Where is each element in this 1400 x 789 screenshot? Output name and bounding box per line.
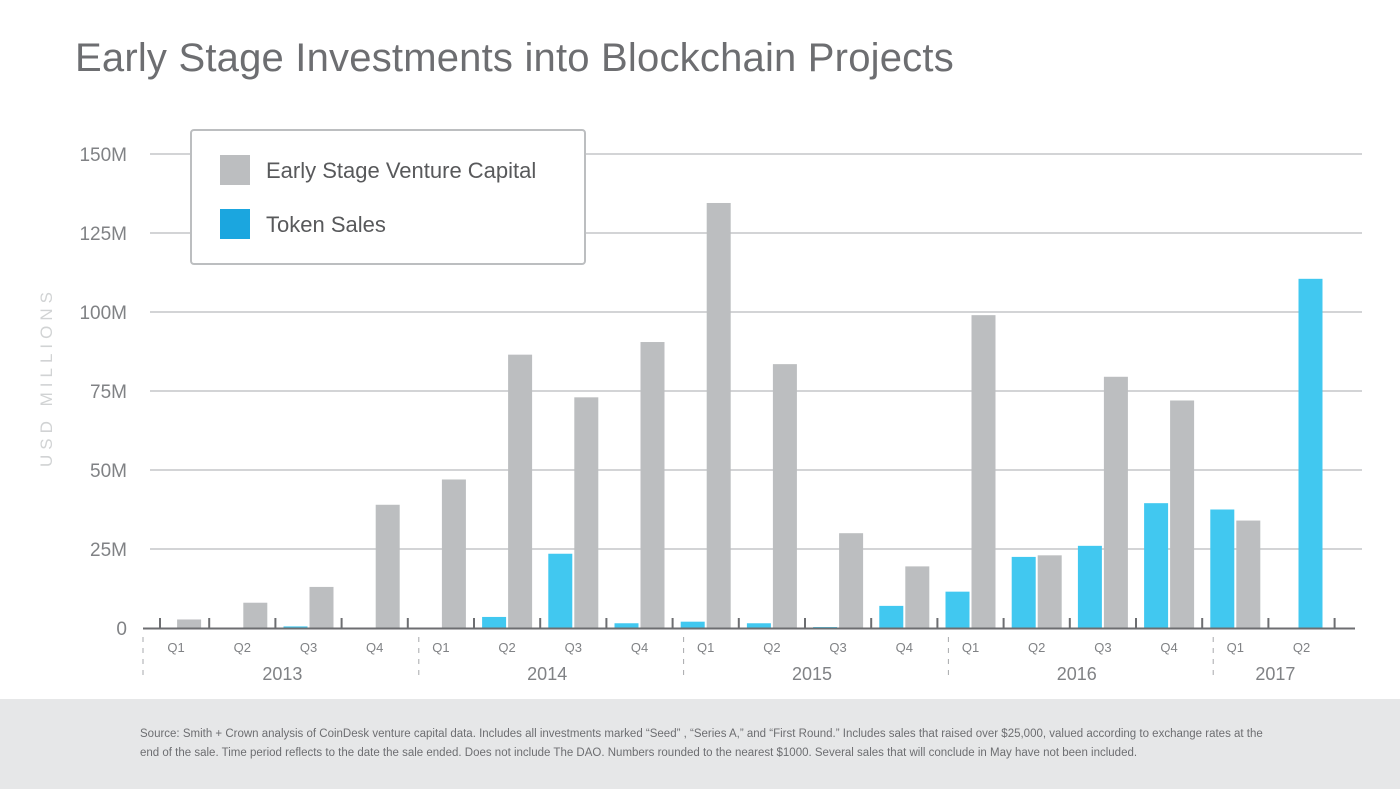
y-tick-label: 25M (90, 540, 127, 561)
legend-box (190, 129, 586, 265)
y-tick-label: 0 (116, 619, 127, 640)
bar-venture-capital (706, 202, 731, 629)
bar-token-sales (1077, 545, 1102, 628)
bar-token-sales (746, 623, 771, 628)
bar-venture-capital (309, 586, 334, 628)
x-tick-label: Q3 (1094, 640, 1111, 655)
bar-token-sales (1144, 503, 1169, 628)
bar-venture-capital (1236, 520, 1261, 628)
x-tick-label: Q4 (366, 640, 383, 655)
x-tick-label: Q2 (234, 640, 251, 655)
bar-venture-capital (508, 354, 533, 628)
bar-token-sales (1298, 278, 1323, 628)
year-label: 2017 (1255, 664, 1295, 684)
footer: Source: Smith + Crown analysis of CoinDe… (0, 699, 1400, 789)
x-tick-label: Q4 (631, 640, 648, 655)
bar-venture-capital (574, 397, 599, 628)
bar-token-sales (879, 605, 904, 628)
bar-venture-capital (177, 619, 202, 628)
bar-venture-capital (1037, 555, 1062, 628)
x-tick-label: Q1 (167, 640, 184, 655)
x-tick-label: Q1 (432, 640, 449, 655)
legend-swatch-vc (220, 155, 250, 185)
x-tick-label: Q4 (1160, 640, 1177, 655)
y-tick-label: 125M (79, 224, 127, 245)
legend: Early Stage Venture Capital Token Sales (190, 129, 586, 265)
chart-title: Early Stage Investments into Blockchain … (75, 36, 954, 80)
year-label: 2013 (262, 664, 302, 684)
y-tick-label: 100M (79, 303, 127, 324)
bar-venture-capital (905, 566, 930, 628)
bar-venture-capital (839, 533, 864, 628)
x-tick-label: Q3 (829, 640, 846, 655)
bar-venture-capital (971, 315, 996, 628)
y-tick-label: 50M (90, 461, 127, 482)
bar-venture-capital (1170, 400, 1195, 628)
bar-venture-capital (375, 504, 400, 628)
x-axis: Q1 Q2 Q3 Q4 Q1 Q2 Q3 Q4 Q1 Q2 Q3 Q4 Q1 Q2 Q3 Q4 Q1 Q2 2013… (142, 618, 1355, 684)
bar-token-sales (1210, 509, 1235, 628)
bar-venture-capital (1103, 376, 1128, 628)
year-label: 2016 (1057, 664, 1097, 684)
gridlines (150, 153, 1362, 550)
bar-token-sales (680, 621, 705, 628)
bar-token-sales (1011, 556, 1036, 628)
bar-venture-capital (441, 479, 466, 628)
bar-venture-capital (772, 364, 797, 628)
bars (177, 202, 1323, 629)
x-tick-label: Q2 (763, 640, 780, 655)
bar-token-sales (614, 623, 639, 628)
bar-venture-capital (640, 342, 665, 628)
x-tick-label: Q1 (1227, 640, 1244, 655)
bar-venture-capital (243, 602, 268, 628)
y-tick-label: 150M (79, 145, 127, 166)
bar-token-sales (945, 591, 970, 628)
x-tick-label: Q2 (498, 640, 515, 655)
x-tick-label: Q1 (962, 640, 979, 655)
bar-chart: 0 25M 50M 75M 100M 125M 150M USD MILLIONS Q1 Q2… (37, 129, 1362, 684)
footnote: Source: Smith + Crown analysis of CoinDe… (140, 728, 1263, 759)
y-axis-label: USD MILLIONS (37, 287, 56, 467)
x-tick-label: Q1 (697, 640, 714, 655)
x-tick-label: Q4 (896, 640, 913, 655)
bar-token-sales (548, 553, 573, 628)
y-axis-ticks: 0 25M 50M 75M 100M 125M 150M (79, 145, 127, 640)
bar-token-sales (283, 626, 308, 628)
y-tick-label: 75M (90, 382, 127, 403)
x-tick-label: Q2 (1028, 640, 1045, 655)
legend-swatch-token (220, 209, 250, 239)
bar-token-sales (482, 616, 507, 628)
year-label: 2014 (527, 664, 567, 684)
legend-label-token: Token Sales (266, 212, 386, 237)
x-tick-label: Q3 (565, 640, 582, 655)
legend-label-vc: Early Stage Venture Capital (266, 158, 536, 183)
x-tick-label: Q2 (1293, 640, 1310, 655)
x-tick-label: Q3 (300, 640, 317, 655)
year-label: 2015 (792, 664, 832, 684)
